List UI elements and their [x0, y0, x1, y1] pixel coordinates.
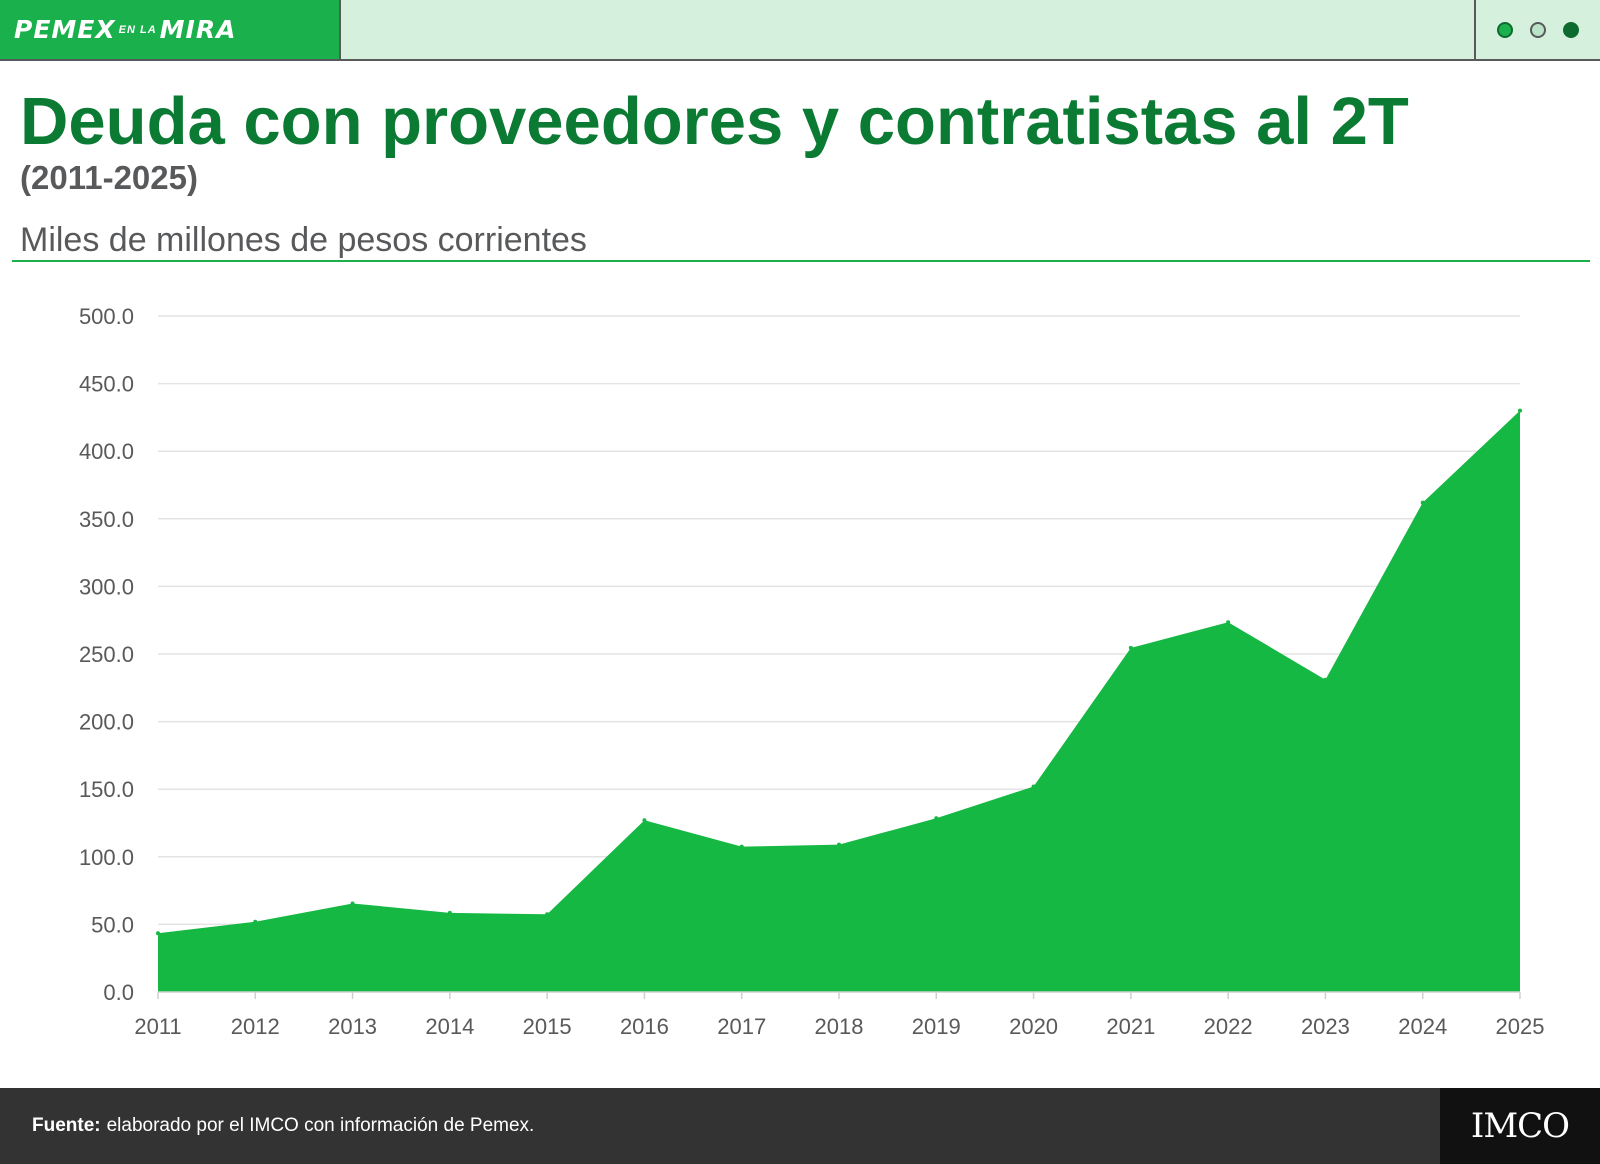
x-tick-label: 2024 [1398, 1014, 1447, 1039]
footer-bar: Fuente: elaborado por el IMCO con inform… [0, 1088, 1600, 1164]
y-tick-label: 500.0 [79, 304, 134, 329]
data-point [934, 816, 939, 821]
y-tick-label: 0.0 [103, 980, 134, 1005]
data-point [1518, 408, 1522, 413]
x-tick-label: 2020 [1009, 1014, 1058, 1039]
data-point [1323, 677, 1328, 682]
indicator-dots [1474, 0, 1600, 59]
imco-logo-text: IMCO [1470, 1106, 1570, 1146]
top-banner: PEMEX EN LA MIRA [0, 0, 1600, 61]
data-point [447, 910, 452, 915]
x-tick-label: 2011 [134, 1014, 181, 1039]
title-divider [12, 260, 1590, 262]
x-tick-label: 2012 [231, 1014, 280, 1039]
x-tick-label: 2017 [717, 1014, 766, 1039]
x-tick-label: 2022 [1204, 1014, 1253, 1039]
data-point [350, 901, 355, 906]
indicator-dot-3 [1563, 21, 1579, 38]
x-tick-label: 2015 [523, 1014, 572, 1039]
area-chart: 0.0 50.0 100.0 150.0 200.0 250.0 300.0 350.0 400… [79, 304, 1545, 1039]
y-tick-label: 400.0 [79, 439, 134, 464]
x-tick-label: 2016 [620, 1014, 669, 1039]
indicator-dot-2 [1530, 21, 1546, 38]
y-tick-label: 300.0 [79, 574, 134, 599]
y-tick-label: 350.0 [79, 507, 134, 532]
source-label: Fuente: [32, 1115, 101, 1136]
y-tick-label: 100.0 [79, 845, 134, 870]
y-tick-label: 450.0 [79, 372, 134, 397]
y-tick-label: 150.0 [79, 777, 134, 802]
x-tick-label: 2021 [1106, 1014, 1155, 1039]
page-subtitle: (2011-2025) [20, 159, 198, 196]
area-series [158, 410, 1520, 992]
x-tick-label: 2023 [1301, 1014, 1350, 1039]
data-point [156, 931, 160, 936]
imco-logo: IMCO [1440, 1088, 1600, 1164]
page-title: Deuda con proveedores y contratistas al … [20, 84, 1409, 159]
y-tick-label: 250.0 [79, 642, 134, 667]
x-tick-label: 2018 [815, 1014, 864, 1039]
data-point [642, 818, 647, 823]
x-tick-label: 2025 [1496, 1014, 1545, 1039]
data-point [739, 844, 744, 849]
brand-word-en-la: EN LA [118, 23, 157, 36]
source-text: elaborado por el IMCO con información de… [106, 1115, 535, 1136]
x-tick-label: 2019 [912, 1014, 961, 1039]
data-point [1226, 620, 1231, 625]
x-tick-label: 2014 [425, 1014, 474, 1039]
source-note: Fuente: elaborado por el IMCO con inform… [32, 1088, 534, 1164]
y-tick-label: 50.0 [91, 912, 134, 937]
data-point [837, 842, 841, 847]
x-tick-label: 2013 [328, 1014, 377, 1039]
data-point [253, 919, 258, 924]
units-label: Miles de millones de pesos corrientes [20, 221, 587, 259]
brand-word-pemex: PEMEX [14, 15, 116, 44]
data-point [1128, 645, 1133, 650]
brand-logo: PEMEX EN LA MIRA [0, 0, 341, 59]
data-point [1031, 784, 1036, 789]
data-point [1420, 500, 1425, 505]
y-tick-label: 200.0 [79, 710, 134, 735]
data-point [545, 912, 550, 917]
brand-word-mira: MIRA [159, 15, 237, 44]
indicator-dot-1 [1497, 21, 1513, 38]
